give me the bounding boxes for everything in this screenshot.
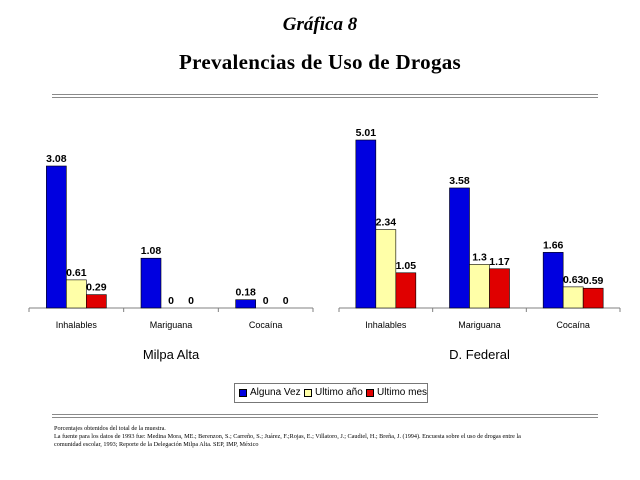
category-label-mariguana: Mariguana: [458, 320, 501, 330]
bottom-rule-2: [52, 417, 598, 418]
category-label-inhalables: Inhalables: [56, 320, 98, 330]
bottom-rule-1: [52, 414, 598, 415]
bar-ultimo-mes-inhalables: [395, 272, 417, 309]
legend-label: Alguna Vez: [250, 387, 301, 398]
legend-label: Ultimo mes: [377, 387, 428, 398]
data-label: 0: [283, 295, 289, 307]
legend-item-alguna-vez: Alguna Vez: [239, 386, 301, 400]
bar-alguna-vez-cocaina: [542, 252, 564, 309]
category-label-cocaina: Cocaína: [249, 320, 283, 330]
category-label-inhalables: Inhalables: [365, 320, 407, 330]
chart-title: Prevalencias de Uso de Drogas: [178, 50, 462, 74]
bar-ultimo-mes-inhalables: [86, 294, 107, 309]
data-label: 0.59: [583, 275, 604, 287]
data-label: 1.17: [489, 256, 510, 268]
data-label: 0: [263, 295, 269, 307]
data-label: 0.18: [235, 287, 256, 299]
bar-ultimo-ano-inhalables: [66, 279, 87, 309]
bar-ultimo-ano-cocaina: [562, 286, 584, 309]
source-notes: Porcentajes obtenidos del total de la mu…: [54, 425, 594, 449]
bar-ultimo-mes-mariguana: [489, 268, 510, 309]
top-rule-1: [52, 94, 598, 95]
data-label: 0: [188, 295, 194, 307]
category-label-mariguana: Mariguana: [150, 320, 193, 330]
bar-alguna-vez-cocaina: [235, 299, 256, 309]
bar-alguna-vez-mariguana: [449, 187, 470, 309]
bar-ultimo-ano-mariguana: [469, 264, 490, 309]
bar-alguna-vez-inhalables: [46, 165, 67, 309]
legend-swatch-alguna-vez: [239, 389, 247, 397]
panel-title-milpa-alta: Milpa Alta: [143, 347, 200, 362]
data-label: 0.61: [66, 267, 87, 279]
bar-ultimo-mes-cocaina: [582, 287, 604, 309]
note-line: Porcentajes obtenidos del total de la mu…: [54, 425, 166, 432]
note-line: La fuente para los datos de 1993 fue: Me…: [54, 433, 521, 440]
data-label: 1.66: [543, 239, 564, 251]
data-label: 1.3: [472, 251, 487, 263]
legend-label: Ultimo año: [315, 387, 363, 398]
bar-alguna-vez-inhalables: [355, 139, 377, 309]
data-label: 1.08: [141, 245, 162, 257]
data-label: 0.63: [563, 274, 584, 286]
data-label: 0.29: [86, 282, 107, 294]
panel-title-d-federal: D. Federal: [449, 347, 510, 362]
figure-number: Gráfica 8: [282, 14, 358, 35]
data-label: 1.05: [396, 260, 417, 272]
legend-swatch-ultimo-ano: [304, 389, 312, 397]
legend: Alguna Vez Ultimo año Ultimo mes: [234, 383, 428, 403]
legend-item-ultimo-mes: Ultimo mes: [366, 386, 427, 400]
top-rule-2: [52, 97, 598, 98]
bar-ultimo-ano-inhalables: [375, 229, 397, 309]
legend-item-ultimo-ano: Ultimo año: [304, 386, 363, 400]
data-label: 3.58: [449, 175, 470, 187]
note-line: comunidad escolar, 1993; Reporte de la D…: [54, 441, 259, 448]
bar-alguna-vez-mariguana: [140, 257, 162, 309]
data-label: 3.08: [46, 153, 67, 165]
data-label: 2.34: [376, 217, 397, 229]
category-label-cocaina: Cocaína: [556, 320, 590, 330]
legend-swatch-ultimo-mes: [366, 389, 374, 397]
data-label: 0: [168, 295, 174, 307]
data-label: 5.01: [356, 127, 377, 139]
